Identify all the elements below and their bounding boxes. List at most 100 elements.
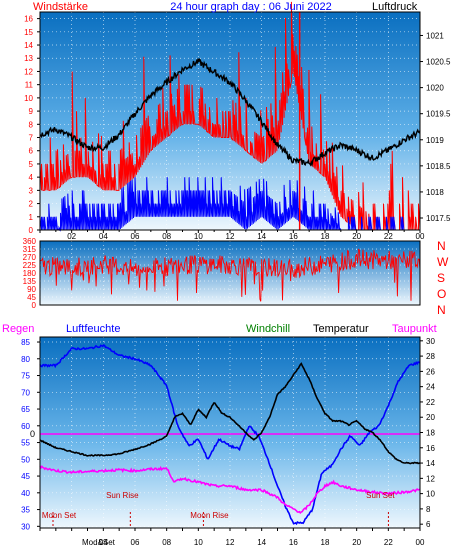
event-label-3: Sun Set (366, 491, 395, 500)
rain-label: Regen (2, 323, 34, 335)
mod-set-label: Mod&Set (82, 538, 116, 547)
hour-tick-label-bottom: 16 (289, 538, 298, 547)
hour-tick-label: 02 (67, 232, 76, 241)
wind-tick-label: 6 (29, 147, 34, 156)
hour-tick-label-bottom: 04 (99, 538, 108, 547)
pressure-tick-label: 1017.5 (426, 214, 451, 223)
humidity-tick-label: 60 (21, 422, 30, 431)
temp-panel-bg (40, 337, 420, 528)
hour-tick-label-bottom: 14 (257, 538, 266, 547)
humidity-tick-label: 50 (21, 455, 30, 464)
pressure-tick-label: 1019.5 (426, 110, 451, 119)
temperature-tick-label: 16 (426, 444, 435, 453)
temperature-tick-label: 12 (426, 474, 435, 483)
wind-tick-label: 8 (29, 120, 34, 129)
wind-tick-label: 1 (29, 213, 34, 222)
humidity-tick-label: 30 (21, 522, 30, 531)
humidity-tick-label: 70 (21, 388, 30, 397)
hour-tick-label: 16 (289, 232, 298, 241)
direction-tick-label: 270 (23, 253, 37, 262)
humidity-tick-label: 45 (21, 472, 30, 481)
hour-tick-label: 04 (99, 232, 108, 241)
chart-labels: Windstärke 24 hour graph day : 06 Juni 2… (2, 1, 437, 547)
temperature-tick-label: 20 (426, 413, 435, 422)
temperature-tick-label: 14 (426, 459, 435, 468)
temperature-tick-label: 24 (426, 383, 435, 392)
pressure-tick-label: 1021 (426, 31, 444, 40)
pressure-tick-label: 1018.5 (426, 162, 451, 171)
direction-tick-label: 360 (23, 237, 37, 246)
wind-tick-label: 2 (29, 200, 34, 209)
compass-label: O (437, 287, 446, 301)
wind-tick-label: 12 (24, 67, 33, 76)
hour-tick-label-bottom: 22 (384, 538, 393, 547)
temperature-tick-label: 22 (426, 398, 435, 407)
event-label-1: Sun Rise (106, 491, 139, 500)
direction-tick-label: 90 (27, 285, 36, 294)
pressure-line (39, 58, 421, 168)
wind-tick-label: 14 (24, 41, 33, 50)
hour-tick-label: 00 (416, 232, 425, 241)
pressure-tick-label: 1019 (426, 136, 444, 145)
panel-frame-1 (39, 240, 421, 306)
direction-tick-label: 225 (23, 261, 37, 270)
temperature-tick-label: 28 (426, 352, 435, 361)
wind-tick-label: 16 (24, 15, 33, 24)
temperature-tick-label: 10 (426, 490, 435, 499)
temperature-label: Temperatur (313, 323, 369, 335)
temp-panel-marks: Moon Set Sun Rise Moon Rise Sun Set (39, 344, 421, 528)
pressure-axis-label: Luftdruck (372, 1, 418, 13)
direction-tick-label: 180 (23, 269, 37, 278)
temperature-tick-label: 26 (426, 367, 435, 376)
compass-label: N (437, 239, 446, 253)
chart-title: 24 hour graph day : 06 Juni 2022 (170, 1, 331, 13)
hour-tick-label: 20 (352, 232, 361, 241)
wind-axis-label: Windstärke (33, 1, 88, 13)
hour-tick-label-bottom: 08 (162, 538, 171, 547)
temperature-tick-label: 6 (426, 520, 431, 529)
wind-tick-label: 13 (24, 54, 33, 63)
wind-direction-line (39, 248, 421, 302)
wind-tick-label: 7 (29, 134, 34, 143)
compass-label: N (437, 303, 446, 317)
humidity-tick-label: 85 (21, 338, 30, 347)
hour-tick-label-bottom: 18 (321, 538, 330, 547)
hour-tick-label: 12 (226, 232, 235, 241)
humidity-tick-label: 35 (21, 506, 30, 515)
hour-tick-label-bottom: 10 (194, 538, 203, 547)
wind-tick-label: 11 (25, 81, 34, 90)
direction-tick-label: 0 (32, 301, 37, 310)
compass-label: S (437, 271, 445, 285)
direction-panel-marks (39, 248, 421, 302)
event-label-2: Moon Rise (190, 511, 229, 520)
pressure-tick-label: 1018 (426, 188, 444, 197)
hour-tick-label-bottom: 12 (226, 538, 235, 547)
direction-tick-label: 135 (23, 277, 37, 286)
dewpoint-line (39, 465, 421, 514)
temperature-tick-label: 30 (426, 337, 435, 346)
dewpoint-label: Taupunkt (392, 323, 437, 335)
wind-tick-label: 4 (29, 173, 34, 182)
compass-label: W (437, 255, 449, 269)
wind-tick-label: 9 (29, 107, 34, 116)
humidity-tick-label: 55 (21, 439, 30, 448)
hour-tick-label: 14 (257, 232, 266, 241)
chart-axes: 0123456789101112131415161017.510181018.5… (21, 11, 451, 547)
hour-tick-label: 10 (194, 232, 203, 241)
windchill-label: Windchill (246, 323, 290, 335)
hour-tick-label: 18 (321, 232, 330, 241)
temperature-line (39, 362, 421, 465)
humidity-tick-label: 80 (21, 355, 30, 364)
humidity-label: Luftfeuchte (66, 323, 120, 335)
direction-tick-label: 315 (23, 245, 37, 254)
hour-tick-label: 06 (131, 232, 140, 241)
gust-line (39, 177, 420, 232)
humidity-tick-label: 75 (21, 372, 30, 381)
hour-tick-label: 22 (384, 232, 393, 241)
humidity-line (39, 344, 421, 526)
hour-tick-label-bottom: 20 (352, 538, 361, 547)
humidity-tick-label: 40 (21, 489, 30, 498)
temperature-tick-label: 18 (426, 429, 435, 438)
wind-tick-label: 10 (24, 94, 33, 103)
